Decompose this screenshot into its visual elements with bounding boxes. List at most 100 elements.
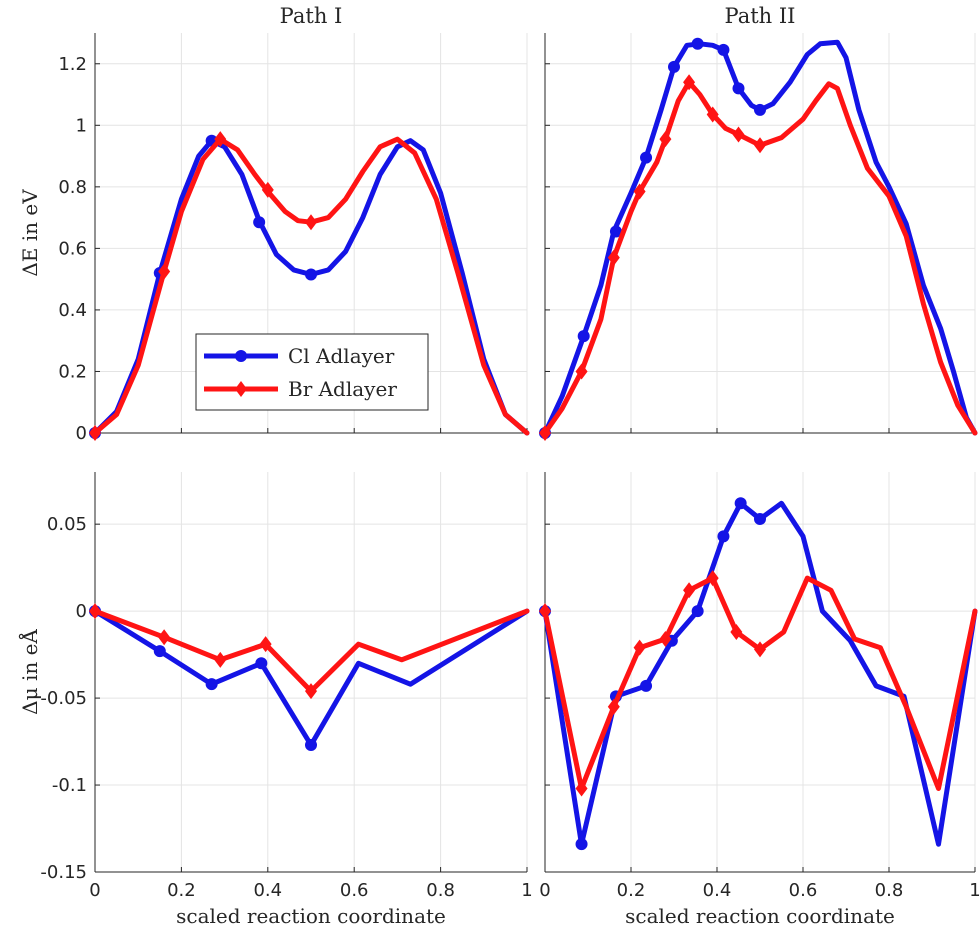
x-tick-label: 0.8 (875, 880, 904, 901)
data-point (659, 630, 672, 647)
x-tick-label: 0 (539, 880, 550, 901)
data-point (539, 425, 551, 441)
x-tick-label: 0.4 (253, 880, 282, 901)
data-point (305, 268, 317, 281)
x-axis-label: scaled reaction coordinate (176, 904, 446, 928)
y-tick-label: 0.6 (58, 238, 87, 259)
x-tick-label: 0 (89, 880, 100, 901)
data-point (539, 603, 551, 620)
x-tick-label: 0.4 (703, 880, 732, 901)
series-line (542, 39, 978, 436)
data-point (158, 263, 171, 280)
data-point (754, 512, 766, 525)
data-point (706, 570, 719, 587)
data-point (640, 679, 653, 692)
data-point (732, 82, 745, 95)
y-tick-label: 0.2 (58, 361, 87, 382)
data-point (754, 641, 766, 658)
legend-marker (235, 350, 247, 362)
series-br-adlayer (89, 603, 530, 700)
data-point (253, 216, 266, 229)
data-point (659, 131, 672, 148)
panel-energy_path2: Path II (539, 4, 978, 441)
data-point (607, 249, 620, 266)
data-point (575, 363, 588, 380)
y-tick-label: 0 (76, 601, 87, 622)
y-axis-label: Δμ in eÅ (17, 629, 42, 715)
x-tick-label: 1 (521, 880, 532, 901)
data-point (205, 678, 218, 691)
data-point (691, 37, 704, 50)
series-br-adlayer (89, 131, 530, 441)
y-tick-label: 1.2 (58, 54, 87, 75)
data-point (668, 60, 680, 73)
x-tick-label: 0.2 (617, 880, 646, 901)
series-line (92, 608, 530, 694)
panel-energy_path1: 0 0.2 0.4 0.6 0.8 1 1.2 Path I ΔE in eV (18, 4, 530, 444)
x-tick-label: 0.8 (426, 880, 455, 901)
data-point (305, 683, 317, 700)
data-point (255, 657, 268, 670)
panel-title: Path I (280, 4, 343, 28)
y-tick-label: 0.4 (58, 300, 87, 321)
x-tick-label: 0.6 (789, 880, 818, 901)
legend-label: Cl Adlayer (288, 344, 395, 368)
data-point (717, 530, 730, 543)
series-br-adlayer (539, 74, 978, 441)
data-point (214, 131, 227, 148)
data-point (609, 225, 622, 238)
y-tick-label: -0.1 (52, 775, 87, 796)
legend: Cl Adlayer Br Adlayer (195, 333, 429, 411)
data-point (261, 181, 274, 198)
y-tick-label: 0 (76, 423, 87, 444)
y-axis-label: ΔE in eV (18, 189, 42, 277)
data-point (734, 497, 747, 510)
legend-label: Br Adlayer (288, 377, 397, 401)
panel-title: Path II (725, 4, 796, 28)
data-point (607, 698, 620, 715)
data-point (158, 629, 171, 646)
y-tick-label: 1 (76, 115, 87, 136)
data-point (89, 425, 101, 441)
data-point (730, 624, 743, 640)
panel-dipole_path2: 0 0.2 0.4 0.6 0.8 1 scaled reaction coordinate (539, 472, 980, 928)
data-point (754, 137, 766, 154)
data-point (633, 639, 646, 656)
data-point (575, 780, 588, 797)
series-br-adlayer (539, 570, 978, 797)
series-line (542, 575, 978, 791)
data-point (683, 74, 696, 91)
y-tick-label: -0.15 (40, 862, 87, 883)
x-tick-label: 0.2 (167, 880, 196, 901)
series-line (542, 500, 978, 847)
data-point (153, 645, 166, 658)
y-tick-label: -0.05 (40, 688, 87, 709)
data-point (89, 603, 101, 620)
data-point (683, 582, 696, 599)
data-point (691, 605, 704, 618)
series-cl-adlayer (539, 37, 978, 439)
series-line (92, 608, 530, 748)
data-point (732, 126, 745, 143)
data-point (754, 103, 766, 116)
data-point (633, 183, 646, 200)
data-point (214, 651, 227, 668)
data-point (305, 739, 317, 752)
series-cl-adlayer (539, 497, 978, 851)
panel-dipole_path1: 0 0.2 0.4 0.6 0.8 1 -0.15 -0.1 -0.05 0 0.05 scaled … (17, 472, 533, 928)
data-point (717, 43, 730, 56)
legend-marker (235, 381, 247, 397)
series-cl-adlayer (89, 605, 530, 752)
data-point (640, 151, 653, 164)
data-point (577, 330, 590, 343)
data-point (706, 106, 719, 123)
legend-box (195, 333, 429, 411)
series-line (92, 136, 530, 436)
x-axis-label: scaled reaction coordinate (625, 904, 895, 928)
data-point (575, 838, 588, 851)
y-tick-label: 0.05 (47, 514, 87, 535)
x-tick-label: 0.6 (340, 880, 369, 901)
data-point (259, 636, 272, 653)
x-tick-label: 1 (969, 880, 980, 901)
